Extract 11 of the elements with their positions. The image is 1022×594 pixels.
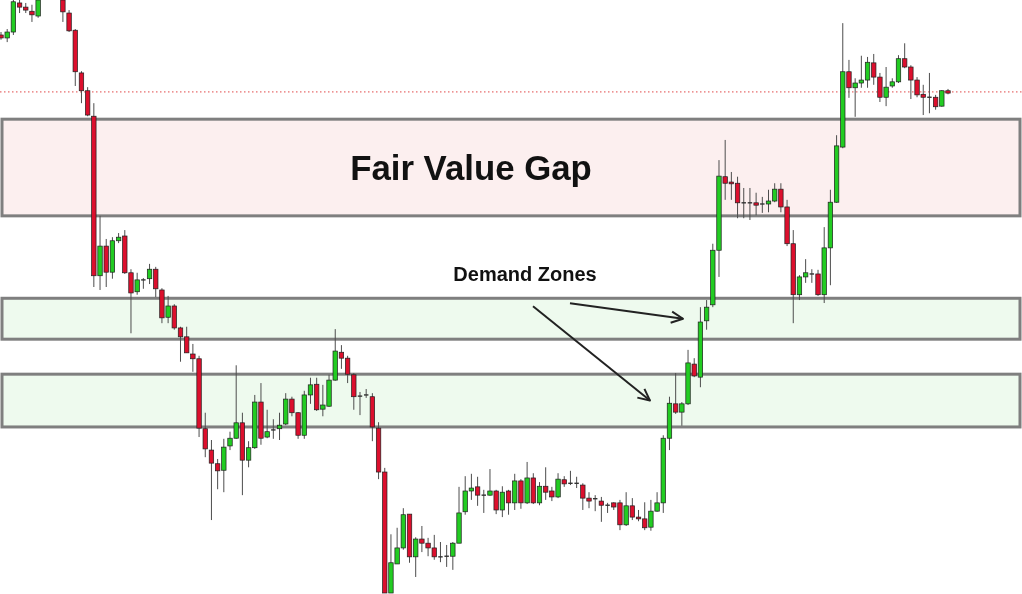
candlestick	[270, 418, 277, 440]
candlestick	[740, 187, 747, 219]
candlestick	[480, 489, 487, 514]
candlestick	[598, 496, 604, 523]
candlestick	[276, 412, 283, 441]
candlestick	[753, 192, 759, 216]
annotation: Demand Zones	[453, 263, 597, 286]
candlestick	[747, 187, 753, 221]
candlestick	[704, 299, 710, 331]
candlestick	[357, 391, 363, 416]
band-label: Fair Value Gap	[350, 148, 592, 187]
